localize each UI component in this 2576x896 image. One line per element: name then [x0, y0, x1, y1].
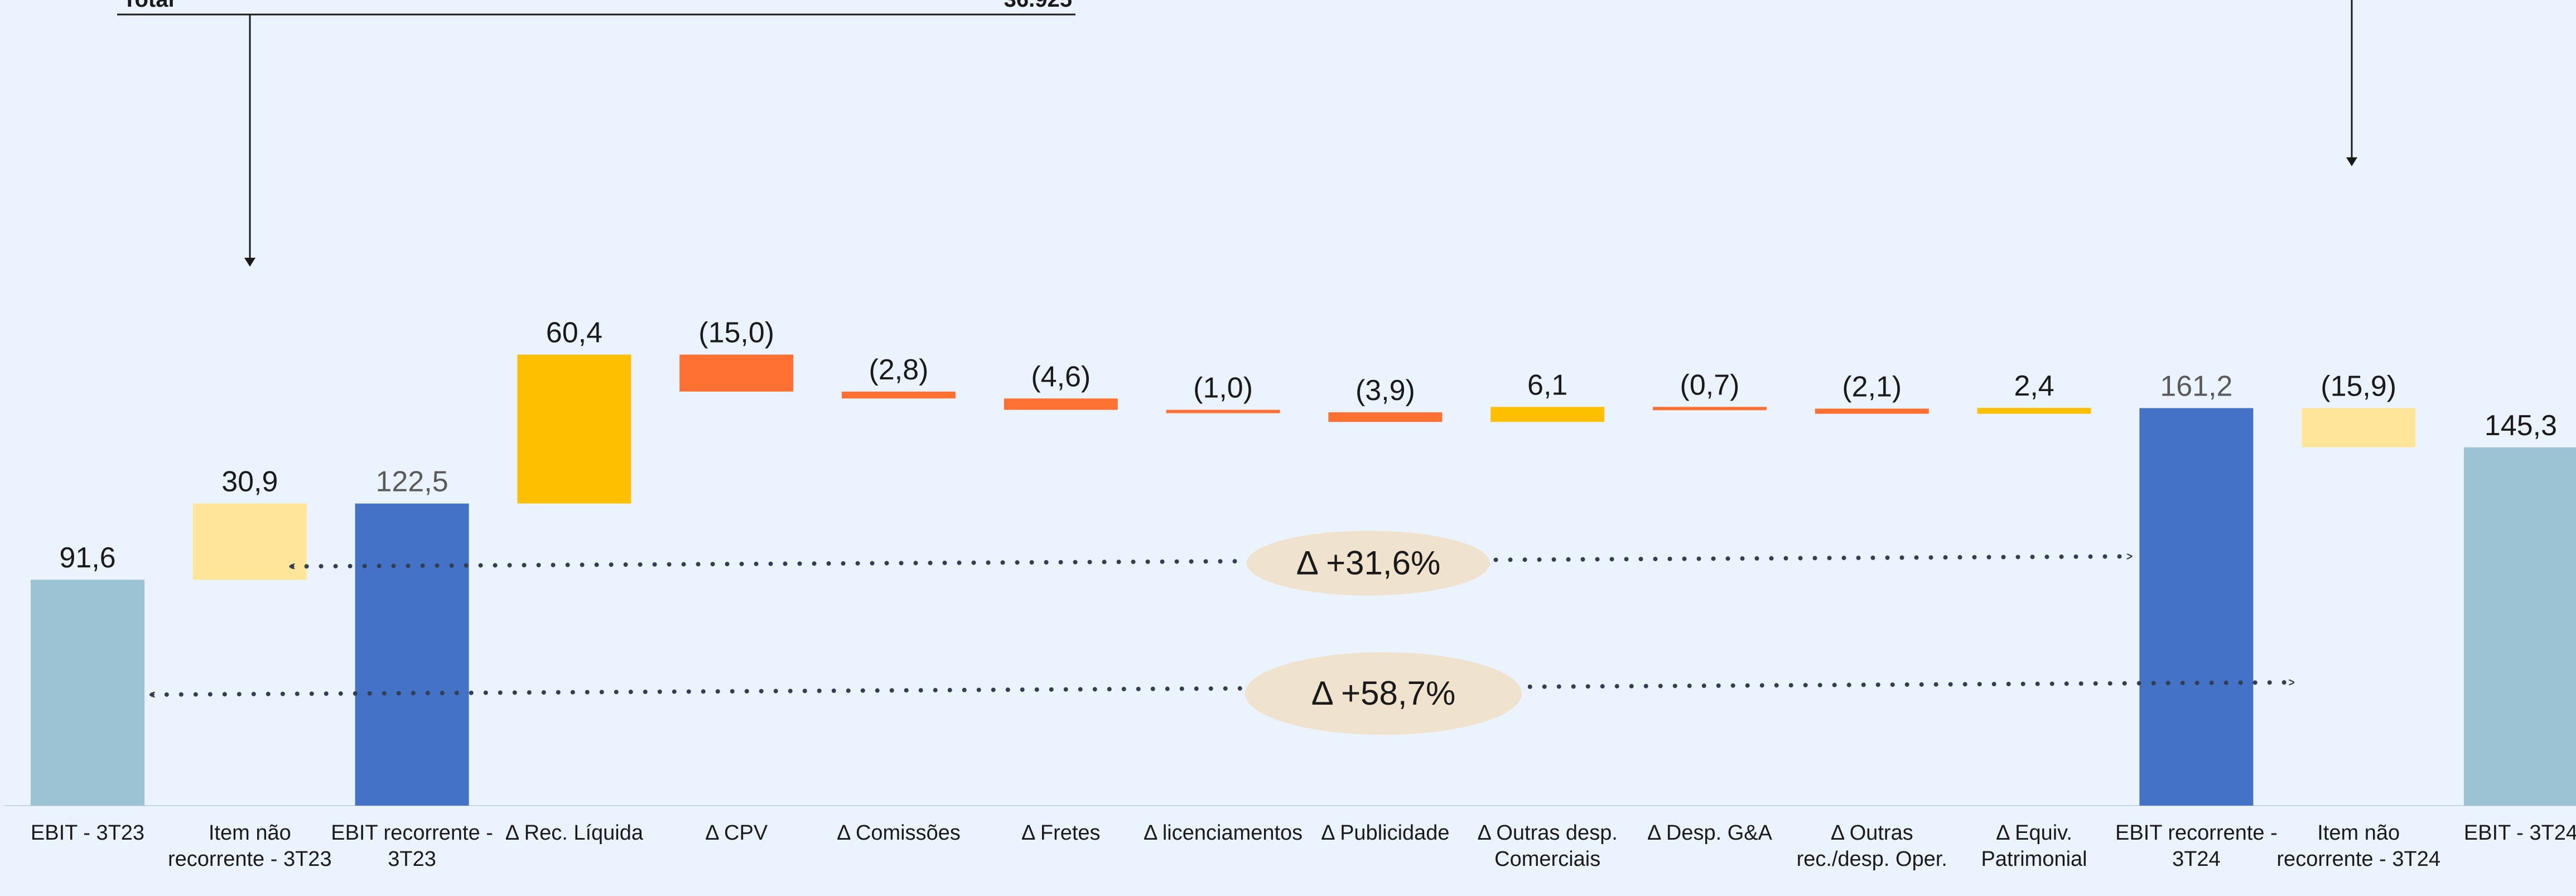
- bar-publicidade: [1328, 412, 1443, 422]
- cropped-header-right: 36.925: [1004, 0, 1072, 12]
- bar-value-label: (2,8): [869, 354, 929, 386]
- bar-licenciamentos: [1166, 410, 1280, 413]
- category-label: Δ Rec. Líquida: [505, 821, 644, 845]
- category-label: Δ licenciamentos: [1144, 821, 1303, 845]
- pct-change-arrow: [152, 682, 2292, 695]
- bar-ebit-recorrente-3t24: [2139, 408, 2254, 806]
- category-label: Δ Equiv. Patrimonial: [1981, 821, 2087, 871]
- bar-item-nao-recorrente-3t24: [2302, 408, 2416, 447]
- bar-value-label: (4,6): [1031, 360, 1091, 393]
- bar-equiv-patrimonial: [1977, 408, 2091, 414]
- category-label: Item não recorrente - 3T24: [2276, 821, 2440, 871]
- category-label: EBIT - 3T24: [2464, 821, 2576, 845]
- bar-outras-desp-comerciais: [1490, 407, 1605, 422]
- category-label: Δ Desp. G&A: [1647, 821, 1773, 845]
- bar-value-label: 6,1: [1527, 369, 1567, 401]
- bar-fretes: [1004, 398, 1118, 410]
- connector-left-head: [244, 258, 255, 267]
- pct-change-bubble: [1247, 531, 1490, 596]
- bar-value-label: (1,0): [1193, 372, 1253, 404]
- category-label: EBIT recorrente -3T23: [331, 821, 493, 871]
- bar-value-label: 60,4: [546, 317, 602, 349]
- connector-right-head: [2346, 157, 2357, 166]
- cropped-header: Total 36.925: [117, 0, 1075, 16]
- bar-value-label: (2,1): [1842, 370, 1902, 403]
- category-label: EBIT recorrente -3T24: [2115, 821, 2278, 871]
- bar-cpv: [679, 354, 794, 392]
- category-label: Δ Publicidade: [1321, 821, 1449, 845]
- bar-value-label: 30,9: [221, 466, 278, 498]
- bar-ebit-recorrente-3t23: [355, 503, 469, 806]
- category-label: Δ Outras desp. Comerciais: [1477, 821, 1617, 871]
- bar-value-label: 145,3: [2485, 410, 2557, 442]
- bar-value-label: (15,9): [2321, 370, 2396, 402]
- category-label: Δ Fretes: [1021, 821, 1101, 845]
- bar-value-label: 122,5: [376, 466, 448, 498]
- bar-value-label: (15,0): [698, 317, 774, 349]
- category-label: Δ Outras rec./desp. Oper.: [1797, 821, 1947, 871]
- cropped-header-left: Total: [123, 0, 175, 12]
- bar-value-label: 2,4: [2014, 370, 2054, 402]
- pct-change-bubble: [1245, 652, 1522, 735]
- pct-change-label: Δ +31,6%: [1296, 544, 1441, 581]
- bar-desp-g-a: [1653, 407, 1767, 411]
- bar-value-label: 91,6: [59, 542, 115, 574]
- category-label: EBIT - 3T23: [31, 821, 144, 845]
- category-labels-layer: EBIT - 3T23 Item não recorrente - 3T23EBIT…: [31, 821, 2576, 871]
- category-label: Item não recorrente - 3T23: [168, 821, 332, 871]
- bar-ebit-3t23: [31, 580, 144, 806]
- bar-value-label: (3,9): [1355, 374, 1415, 407]
- bar-ebit-3t24: [2464, 447, 2576, 806]
- pct-change-arrow: [292, 556, 2130, 566]
- category-label: Δ CPV: [705, 821, 768, 845]
- bar-value-label: (0,7): [1680, 369, 1740, 401]
- connector-arrows: [244, 0, 2357, 267]
- pct-change-label: Δ +58,7%: [1311, 675, 1456, 712]
- category-label: Δ Comissões: [837, 821, 961, 845]
- annotations-layer: Δ +31,6% Δ +58,7%: [152, 531, 2292, 735]
- bar-value-label: 161,2: [2160, 370, 2232, 402]
- bar-item-nao-recorrente-3t23: [192, 503, 307, 580]
- bar-rec-liquida: [517, 354, 631, 504]
- bar-outras-rec-desp-oper: [1815, 408, 1929, 414]
- bar-comissoes: [842, 391, 956, 399]
- bar-labels-layer: 91,6 30,9 122,5 60,4 (15,0) (2,8) (4,6) (1,0) (3…: [59, 317, 2557, 575]
